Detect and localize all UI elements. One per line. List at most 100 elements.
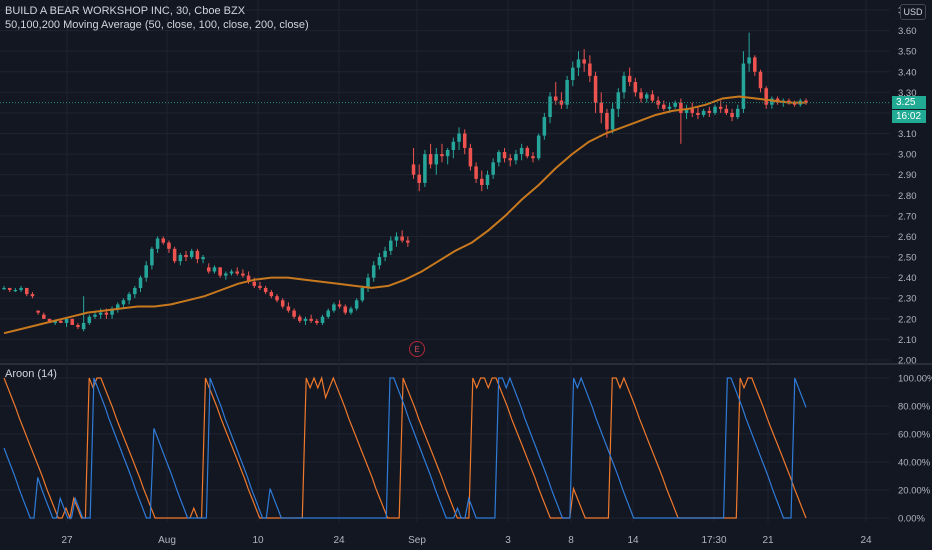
symbol-title[interactable]: BUILD A BEAR WORKSHOP INC, 30, Cboe BZX [5, 5, 246, 17]
candle-body [127, 294, 131, 301]
candle-body [275, 296, 279, 301]
time-axis: 27 Aug 10 24 Sep 3 8 14 17:30 21 24 [61, 535, 872, 546]
candle-body [764, 88, 768, 105]
price-tick-label: 3.40 [898, 67, 917, 78]
candle-body [326, 310, 330, 317]
candle-body [724, 108, 729, 113]
candle [690, 102, 695, 118]
candle-body [627, 75, 632, 83]
price-tick-label: 2.80 [898, 191, 917, 202]
currency-badge[interactable]: USD [900, 4, 926, 20]
candle-body [172, 248, 177, 262]
candle-body [701, 110, 706, 115]
grid-lines [0, 0, 932, 522]
candle [684, 104, 689, 120]
candle [502, 147, 507, 163]
candle-body [622, 75, 626, 93]
candle [201, 255, 205, 264]
time-tick-label: Aug [158, 535, 176, 546]
candle-body [144, 265, 148, 278]
candle-body [639, 92, 643, 99]
price-tick-label: 3.50 [898, 47, 917, 58]
candle [371, 261, 376, 282]
candle-body [440, 154, 444, 157]
candle-body [480, 178, 484, 185]
candle [451, 137, 456, 159]
ma-indicator-legend[interactable]: 50,100,200 Moving Average (50, close, 10… [5, 19, 309, 31]
candle-body [667, 106, 672, 109]
candle [269, 290, 274, 299]
candle [445, 147, 450, 165]
candle-body [93, 314, 97, 317]
candle-body [53, 320, 57, 323]
candle-body [753, 57, 757, 72]
earnings-marker[interactable]: E [409, 341, 425, 357]
candle [36, 310, 40, 315]
candle-body [491, 162, 495, 175]
candle [559, 92, 564, 109]
candle-body [201, 257, 205, 260]
candle-body [474, 166, 478, 179]
candle-body [610, 108, 615, 130]
aroon-axis: 100.00% 80.00% 60.00% 40.00% 20.00% 0.00% [898, 374, 932, 525]
candle [423, 150, 427, 188]
candle [315, 318, 319, 325]
candle [747, 32, 751, 72]
candle [76, 322, 80, 330]
candle-body [576, 59, 581, 68]
price-tick-label: 2.40 [898, 273, 917, 284]
candle-body [76, 325, 80, 328]
candle [354, 298, 359, 311]
candle [286, 302, 291, 313]
candle-body [690, 108, 695, 113]
candle [548, 92, 552, 124]
candle [133, 285, 137, 299]
candle-body [383, 250, 387, 258]
candle-body [349, 308, 353, 313]
candle [673, 100, 677, 109]
candle [582, 49, 586, 72]
candle [525, 145, 530, 159]
candle-body [531, 156, 535, 159]
candle [741, 51, 746, 113]
candle [360, 285, 365, 303]
candle [627, 67, 632, 87]
candle-body [525, 147, 530, 157]
candle-body [616, 92, 621, 109]
candle [167, 240, 171, 253]
candle-body [673, 102, 677, 107]
candle [764, 86, 768, 109]
candle-body [30, 294, 35, 297]
aroon-lines [3, 375, 807, 521]
candle-body [599, 102, 603, 113]
candle-body [741, 63, 746, 109]
candle [588, 55, 592, 83]
candle [622, 71, 626, 99]
candle-body [258, 285, 262, 288]
candle [571, 61, 575, 87]
candle [497, 150, 501, 167]
candle [207, 263, 211, 274]
candle-body [497, 152, 501, 163]
price-tick-label: 2.70 [898, 211, 917, 222]
candle [263, 285, 268, 295]
candle-body [411, 164, 416, 175]
candle [519, 143, 524, 161]
candle-body [792, 102, 797, 105]
candle [644, 92, 649, 103]
candle-body [696, 112, 700, 115]
candle [394, 232, 399, 247]
candle-body [718, 106, 723, 109]
time-tick-label: 14 [627, 535, 639, 546]
aroon-indicator-legend[interactable]: Aroon (14) [5, 368, 57, 380]
aroon-up-line [3, 375, 807, 521]
candle [428, 143, 433, 169]
candle-body [121, 300, 126, 305]
candle [417, 164, 421, 192]
candle-body [679, 102, 683, 113]
candle-body [207, 267, 211, 272]
candle-body [320, 316, 325, 323]
candle [531, 152, 535, 163]
candle-body [565, 80, 569, 105]
